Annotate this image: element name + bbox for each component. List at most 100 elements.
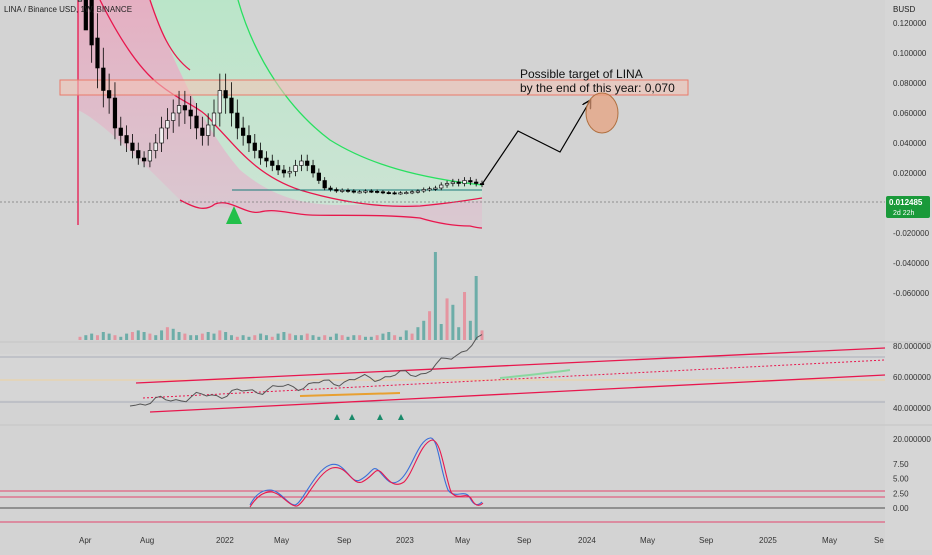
volume-bar	[480, 330, 484, 340]
volume-bar	[84, 335, 88, 340]
price-tick-label: -0.020000	[893, 229, 930, 238]
candle-body	[310, 165, 316, 174]
candle-body	[439, 184, 444, 189]
volume-bar	[270, 336, 274, 340]
price-tag	[886, 196, 930, 218]
candle-body	[211, 112, 217, 126]
volume-bar	[311, 335, 315, 340]
candle-body	[287, 171, 292, 174]
candle-body	[293, 165, 298, 172]
volume-bar	[352, 335, 356, 340]
candle-body	[375, 191, 380, 193]
volume-bar	[125, 333, 129, 340]
candle-body	[299, 160, 304, 166]
volume-bar	[247, 336, 251, 340]
candle-body	[363, 190, 368, 193]
volume-bars	[78, 252, 484, 340]
candle-body	[444, 183, 450, 186]
candle-body	[392, 192, 397, 195]
volume-bar	[393, 335, 397, 340]
candle-body	[421, 189, 426, 192]
osc-tick-label: 5.00	[893, 475, 909, 484]
candle-body	[462, 180, 467, 184]
price-tick-label: 0.060000	[893, 109, 927, 118]
candle-body	[340, 189, 345, 192]
volume-bar	[130, 332, 134, 340]
volume-bar	[375, 335, 379, 340]
price-tick-label: 0.020000	[893, 169, 927, 178]
candle-body	[147, 150, 153, 162]
volume-bar	[195, 335, 199, 340]
price-tag-value: 0.012485	[889, 198, 923, 207]
volume-bar	[212, 333, 216, 340]
candle-body	[95, 37, 100, 69]
volume-bar	[468, 320, 472, 340]
target-circle[interactable]	[585, 92, 619, 134]
volume-bar	[165, 327, 169, 340]
currency-label: BUSD	[893, 5, 915, 14]
time-tick-label: May	[640, 536, 655, 545]
candle-body	[176, 105, 182, 114]
candle-body	[270, 160, 275, 166]
volume-bar	[171, 328, 175, 340]
volume-bar	[177, 332, 181, 340]
lower-envelope-line	[77, 0, 483, 229]
osc-tick-label: 0.00	[893, 504, 909, 513]
volume-bar	[398, 336, 402, 340]
osc-tick-label: 2.50	[893, 489, 909, 498]
candle-body	[351, 190, 356, 193]
candle-body	[474, 181, 479, 184]
rsi-tick-label: 60.000000	[893, 373, 931, 382]
volume-bar	[381, 333, 385, 340]
volume-bar	[445, 298, 449, 340]
candle-body	[433, 187, 438, 190]
candle-body	[345, 189, 351, 192]
target-zone[interactable]	[59, 79, 689, 96]
volume-bar	[241, 335, 245, 340]
candle-body	[229, 97, 234, 114]
annotation-line-2: by the end of this year: 0,070	[520, 81, 675, 95]
channel-upper[interactable]	[135, 347, 886, 384]
candle-body	[141, 157, 147, 162]
time-tick-label: May	[274, 536, 289, 545]
rsi-axis: 80.000000 60.000000 40.000000 20.000000	[893, 342, 931, 444]
time-axis: Apr Aug 2022 May Sep 2023 May Sep 2024 May Sep 2025…	[79, 536, 884, 545]
volume-bar	[235, 336, 239, 340]
candle-body	[275, 165, 281, 171]
volume-bar	[329, 336, 333, 340]
signal-triangle-1	[334, 414, 340, 420]
volume-bar	[206, 332, 210, 340]
time-tick-label: Sep	[517, 536, 532, 545]
time-tick-label: Sep	[337, 536, 352, 545]
candle-body	[136, 150, 141, 159]
volume-bar	[95, 335, 99, 340]
volume-bar	[276, 333, 280, 340]
candle-body	[89, 0, 94, 46]
candle-body	[252, 142, 257, 151]
candle-body	[153, 142, 158, 151]
volume-bar	[439, 324, 443, 340]
pink-band-fill	[78, 0, 482, 228]
price-tick-label: 0.080000	[893, 79, 927, 88]
volume-bar	[317, 336, 321, 340]
volume-bar	[101, 332, 105, 340]
signal-triangle-4	[398, 414, 404, 420]
time-tick-label: Sep	[699, 536, 714, 545]
time-tick-label: Aug	[140, 536, 154, 545]
time-tick-label: 2025	[759, 536, 777, 545]
candle-body	[398, 192, 403, 195]
candle-body	[357, 191, 362, 194]
candle-body	[107, 90, 112, 99]
volume-bar	[358, 335, 362, 340]
volume-bar	[183, 333, 187, 340]
volume-bar	[346, 336, 350, 340]
volume-bar	[107, 333, 111, 340]
candle-body	[235, 112, 240, 129]
channel-lower[interactable]	[149, 374, 886, 413]
candle-body	[159, 127, 164, 144]
candle-body	[206, 124, 211, 136]
candle-body	[322, 180, 327, 189]
candle-body	[305, 160, 310, 166]
